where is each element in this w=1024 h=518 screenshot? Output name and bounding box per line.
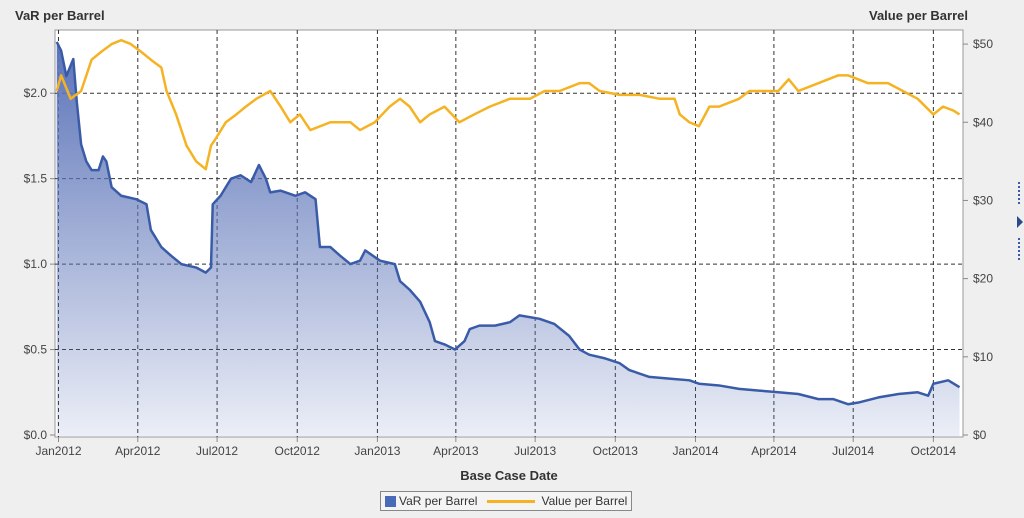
- x-tick-label: Oct2014: [911, 444, 957, 458]
- y-tick-label: $0.5: [24, 343, 48, 357]
- y-tick-label: $2.0: [24, 86, 48, 100]
- x-tick-label: Oct2012: [275, 444, 321, 458]
- x-tick-label: Jul2012: [196, 444, 238, 458]
- value-line: [55, 38, 961, 171]
- x-tick-label: Jan2014: [672, 444, 718, 458]
- x-axis-title: Base Case Date: [460, 468, 558, 483]
- expand-arrow-icon[interactable]: [1017, 216, 1023, 228]
- y2-tick-label: $30: [973, 193, 993, 207]
- var-line: [55, 41, 961, 406]
- y-tick-label: $1.5: [24, 172, 48, 186]
- x-tick-label: Jul2013: [514, 444, 556, 458]
- y2-tick-label: $20: [973, 272, 993, 286]
- x-tick-label: Apr2012: [115, 444, 161, 458]
- x-tick-label: Jul2014: [832, 444, 874, 458]
- var-area: [56, 41, 960, 436]
- right-axis-title: Value per Barrel: [869, 8, 968, 23]
- y2-tick-label: $0: [973, 428, 987, 442]
- x-tick-label: Jan2012: [35, 444, 81, 458]
- x-tick-label: Oct2013: [593, 444, 639, 458]
- panel-splitter-handle[interactable]: [1016, 182, 1023, 262]
- legend-label-var: VaR per Barrel: [399, 494, 478, 508]
- left-axis-title: VaR per Barrel: [15, 8, 105, 23]
- x-tick-label: Apr2014: [751, 444, 797, 458]
- x-tick-label: Jan2013: [354, 444, 400, 458]
- y-tick-label: $1.0: [24, 257, 48, 271]
- y2-tick-label: $50: [973, 37, 993, 51]
- legend-swatch-value: [487, 499, 536, 503]
- legend-label-value: Value per Barrel: [541, 494, 628, 508]
- y2-tick-label: $10: [973, 350, 993, 364]
- y-tick-label: $0.0: [24, 428, 48, 442]
- y2-tick-label: $40: [973, 115, 993, 129]
- x-tick-label: Apr2013: [433, 444, 479, 458]
- legend-swatch-var: [385, 495, 396, 507]
- legend: VaR per Barrel Value per Barrel: [380, 491, 633, 511]
